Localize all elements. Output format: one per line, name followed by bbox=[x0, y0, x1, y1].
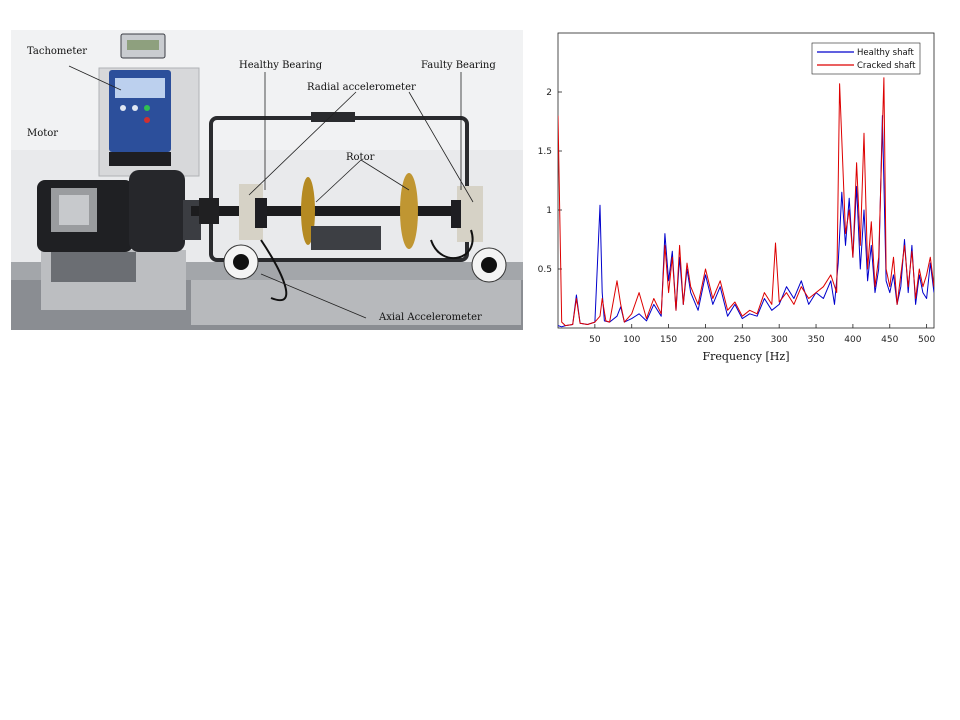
series-line-healthy-shaft bbox=[558, 115, 934, 328]
legend: Healthy shaft Cracked shaft bbox=[811, 42, 921, 75]
label-axial-accelerometer: Axial Accelerometer bbox=[378, 312, 482, 323]
label-healthy-bearing: Healthy Bearing bbox=[239, 60, 323, 71]
y-tick-label: 1.5 bbox=[538, 147, 552, 157]
label-rotor: Rotor bbox=[346, 152, 375, 163]
x-tick-label: 500 bbox=[918, 335, 935, 345]
series-line-cracked-shaft bbox=[558, 77, 934, 327]
shaft bbox=[191, 206, 461, 216]
y-tick-label: 1 bbox=[546, 206, 552, 216]
x-tick-label: 400 bbox=[844, 335, 861, 345]
x-tick-label: 300 bbox=[771, 335, 788, 345]
left-dial bbox=[223, 244, 259, 280]
faulty-bearing bbox=[451, 186, 483, 242]
label-tachometer: Tachometer bbox=[27, 46, 87, 57]
x-tick-label: 200 bbox=[697, 335, 714, 345]
x-tick-label: 350 bbox=[807, 335, 824, 345]
test-rig-photo: Tachometer Motor Healthy Bearing Radial … bbox=[11, 30, 523, 330]
legend-label-cracked: Cracked shaft bbox=[857, 61, 916, 71]
healthy-bearing bbox=[239, 184, 267, 240]
x-axis-label: Frequency [Hz] bbox=[703, 350, 790, 363]
tachometer-display bbox=[120, 33, 166, 59]
x-tick-label: 100 bbox=[623, 335, 640, 345]
x-tick-label: 450 bbox=[881, 335, 898, 345]
x-tick-label: 50 bbox=[589, 335, 601, 345]
label-motor: Motor bbox=[27, 128, 58, 139]
y-tick-label: 2 bbox=[546, 88, 552, 98]
rotor-disc-2 bbox=[400, 173, 418, 249]
inverter-device bbox=[109, 70, 171, 166]
label-faulty-bearing: Faulty Bearing bbox=[421, 60, 496, 71]
legend-label-healthy: Healthy shaft bbox=[857, 48, 915, 58]
frequency-spectrum-chart: 50 100 150 200 250 300 350 400 450 500 0.5 1 1.5 2 H… bbox=[538, 32, 935, 363]
right-dial bbox=[471, 247, 507, 283]
motor bbox=[37, 170, 201, 282]
plot-area bbox=[557, 32, 935, 329]
x-tick-label: 150 bbox=[660, 335, 677, 345]
y-tick-label: 0.5 bbox=[538, 265, 552, 275]
label-radial-accelerometer: Radial accelerometer bbox=[307, 82, 416, 93]
x-tick-label: 250 bbox=[734, 335, 751, 345]
